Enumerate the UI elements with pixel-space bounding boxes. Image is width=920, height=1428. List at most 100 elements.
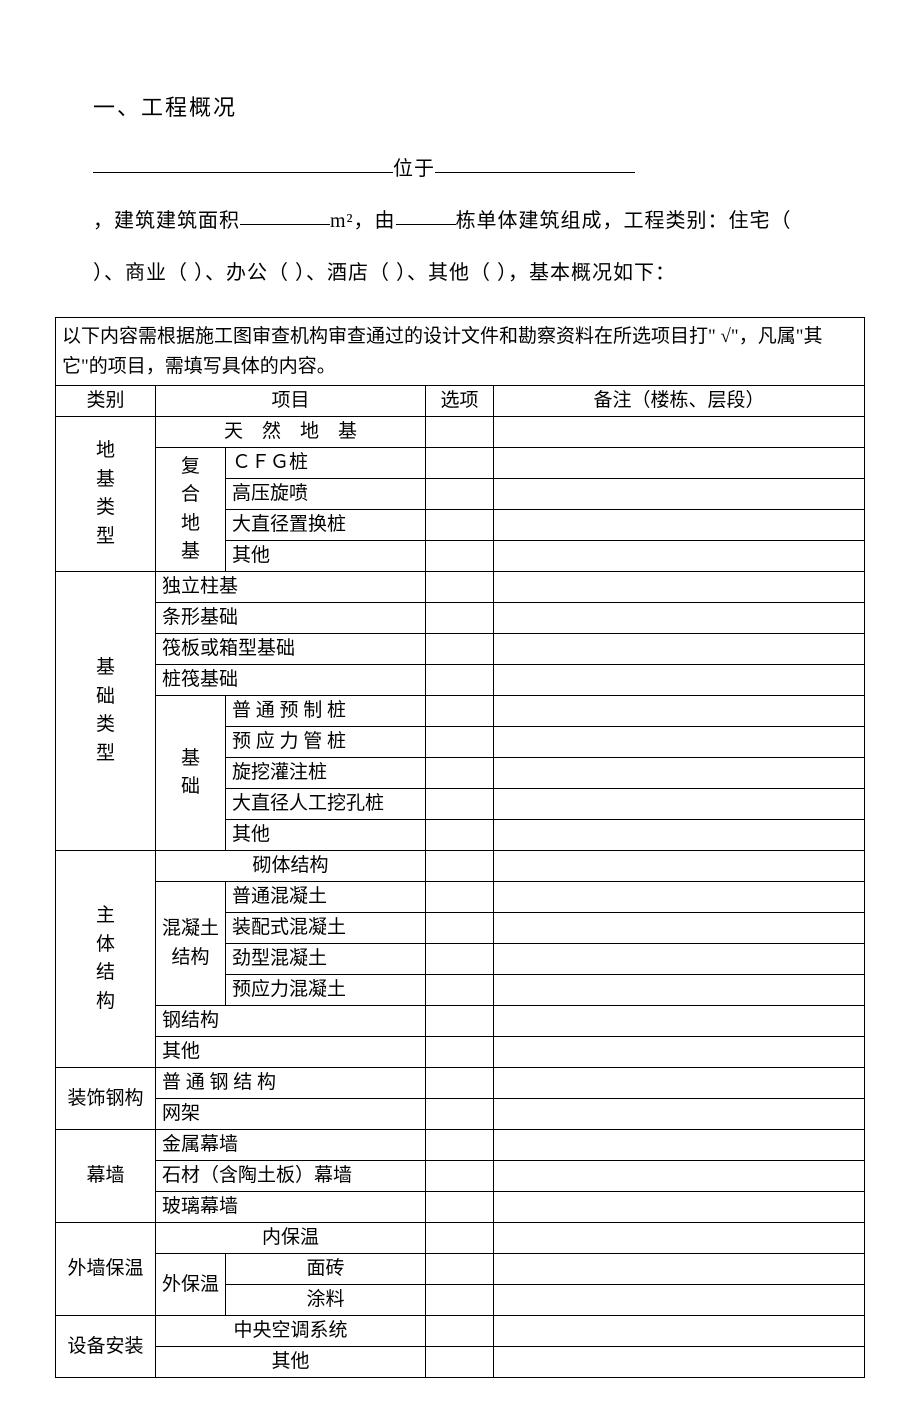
option-cell[interactable] — [426, 448, 494, 479]
option-cell[interactable] — [426, 479, 494, 510]
subgroup-concrete: 混凝土 结构 — [156, 882, 226, 1006]
remark-cell[interactable] — [494, 1161, 865, 1192]
remark-cell[interactable] — [494, 1037, 865, 1068]
option-cell[interactable] — [426, 603, 494, 634]
remark-cell[interactable] — [494, 665, 865, 696]
remark-cell[interactable] — [494, 572, 865, 603]
item-yuyingli-concrete: 预应力混凝土 — [226, 975, 426, 1006]
remark-cell[interactable] — [494, 634, 865, 665]
option-cell[interactable] — [426, 913, 494, 944]
remark-cell[interactable] — [494, 944, 865, 975]
header-option: 选项 — [426, 386, 494, 417]
remark-cell[interactable] — [494, 882, 865, 913]
remark-cell[interactable] — [494, 975, 865, 1006]
option-cell[interactable] — [426, 944, 494, 975]
remark-cell[interactable] — [494, 448, 865, 479]
option-cell[interactable] — [426, 1223, 494, 1254]
item-zhuangfa: 桩筏基础 — [156, 665, 426, 696]
subgroup-waibaowen: 外保温 — [156, 1254, 226, 1316]
option-cell[interactable] — [426, 851, 494, 882]
remark-cell[interactable] — [494, 541, 865, 572]
option-cell[interactable] — [426, 1285, 494, 1316]
option-cell[interactable] — [426, 417, 494, 448]
option-cell[interactable] — [426, 1347, 494, 1378]
text-categories: ）、商业（ ）、办公（ ）、酒店（ ）、其他（ ），基本概况如下： — [93, 262, 676, 284]
header-category: 类别 — [56, 386, 156, 417]
section-heading: 一、工程概况 — [55, 90, 865, 125]
blank-building-count[interactable] — [396, 224, 456, 225]
remark-cell[interactable] — [494, 1130, 865, 1161]
remark-cell[interactable] — [494, 851, 865, 882]
item-cfg: ＣＦＧ桩 — [226, 448, 426, 479]
remark-cell[interactable] — [494, 603, 865, 634]
header-row: 类别 项目 选项 备注（楼栋、层段） — [56, 386, 865, 417]
item-putong-concrete: 普通混凝土 — [226, 882, 426, 913]
remark-cell[interactable] — [494, 1099, 865, 1130]
remark-cell[interactable] — [494, 1192, 865, 1223]
item-faban: 筏板或箱型基础 — [156, 634, 426, 665]
text-area-prefix: ，建筑建筑面积 — [93, 210, 240, 232]
item-xuanwa: 旋挖灌注桩 — [226, 758, 426, 789]
option-cell[interactable] — [426, 696, 494, 727]
item-mianzhuan: 面砖 — [226, 1254, 426, 1285]
header-remark: 备注（楼栋、层段） — [494, 386, 865, 417]
remark-cell[interactable] — [494, 1068, 865, 1099]
option-cell[interactable] — [426, 820, 494, 851]
option-cell[interactable] — [426, 1254, 494, 1285]
remark-cell[interactable] — [494, 1316, 865, 1347]
remark-cell[interactable] — [494, 820, 865, 851]
remark-cell[interactable] — [494, 727, 865, 758]
remark-cell[interactable] — [494, 913, 865, 944]
blank-area[interactable] — [240, 224, 330, 225]
remark-cell[interactable] — [494, 417, 865, 448]
item-glass-curtain: 玻璃幕墙 — [156, 1192, 426, 1223]
item-neibaowen: 内保温 — [156, 1223, 426, 1254]
header-item: 项目 — [156, 386, 426, 417]
blank-project-name[interactable] — [93, 172, 393, 173]
remark-cell[interactable] — [494, 1285, 865, 1316]
text-located-at: 位于 — [393, 158, 435, 180]
option-cell[interactable] — [426, 1130, 494, 1161]
option-cell[interactable] — [426, 727, 494, 758]
group-main-structure: 主 体 结 构 — [56, 851, 156, 1068]
option-cell[interactable] — [426, 1068, 494, 1099]
item-central-ac: 中央空调系统 — [156, 1316, 426, 1347]
remark-cell[interactable] — [494, 758, 865, 789]
option-cell[interactable] — [426, 1006, 494, 1037]
item-other-eq: 其他 — [156, 1347, 426, 1378]
item-other-2: 其他 — [226, 820, 426, 851]
remark-cell[interactable] — [494, 1347, 865, 1378]
group-base-type: 基 础 类 型 — [56, 572, 156, 851]
remark-cell[interactable] — [494, 510, 865, 541]
blank-location[interactable] — [435, 172, 635, 173]
item-jinxing: 劲型混凝土 — [226, 944, 426, 975]
option-cell[interactable] — [426, 665, 494, 696]
option-cell[interactable] — [426, 1316, 494, 1347]
remark-cell[interactable] — [494, 1006, 865, 1037]
group-decor-steel: 装饰钢构 — [56, 1068, 156, 1130]
option-cell[interactable] — [426, 1161, 494, 1192]
option-cell[interactable] — [426, 1099, 494, 1130]
item-zhuangpei: 装配式混凝土 — [226, 913, 426, 944]
remark-cell[interactable] — [494, 696, 865, 727]
option-cell[interactable] — [426, 975, 494, 1006]
option-cell[interactable] — [426, 1037, 494, 1068]
remark-cell[interactable] — [494, 1254, 865, 1285]
remark-cell[interactable] — [494, 789, 865, 820]
remark-cell[interactable] — [494, 479, 865, 510]
text-buildings-suffix: 栋单体建筑组成，工程类别：住宅（ — [456, 210, 792, 232]
item-duli: 独立柱基 — [156, 572, 426, 603]
item-tiaoxing: 条形基础 — [156, 603, 426, 634]
table-intro-cell: 以下内容需根据施工图审查机构审查通过的设计文件和勘察资料在所选项目打" √"，凡… — [56, 318, 865, 386]
remark-cell[interactable] — [494, 1223, 865, 1254]
option-cell[interactable] — [426, 1192, 494, 1223]
option-cell[interactable] — [426, 572, 494, 603]
option-cell[interactable] — [426, 758, 494, 789]
option-cell[interactable] — [426, 510, 494, 541]
option-cell[interactable] — [426, 789, 494, 820]
subgroup-composite: 复 合 地 基 — [156, 448, 226, 572]
option-cell[interactable] — [426, 882, 494, 913]
option-cell[interactable] — [426, 634, 494, 665]
option-cell[interactable] — [426, 541, 494, 572]
item-natural-foundation: 天 然 地 基 — [156, 417, 426, 448]
